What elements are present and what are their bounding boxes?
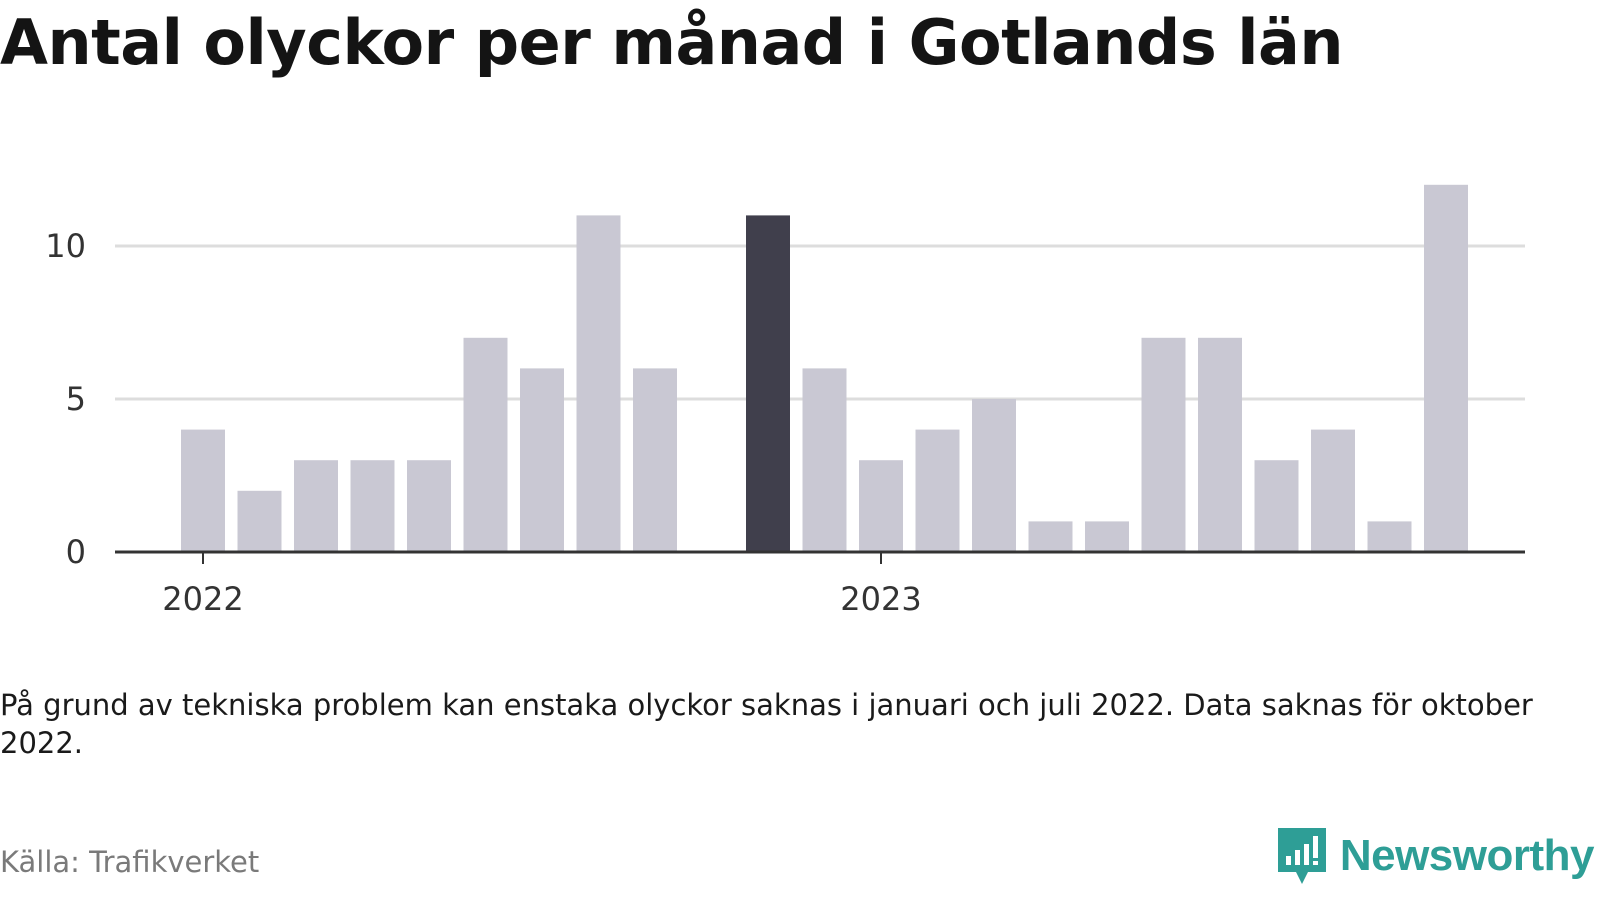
x-tick-label-2023: 2023 [840, 580, 921, 618]
bar-2023-07 [1198, 337, 1242, 552]
bar-chart: 0 5 10 2022 2023 [45, 184, 1525, 618]
newsworthy-logo-icon [1277, 828, 1326, 884]
bar-2023-05 [1085, 521, 1129, 552]
y-tick-label-5: 5 [66, 380, 86, 418]
bar-2022-01 [181, 429, 225, 552]
bar-2023-03 [972, 399, 1016, 552]
bar-2023-02 [915, 429, 960, 552]
chart-title: Antal olyckor per månad i Gotlands län [0, 6, 1344, 79]
newsworthy-logo[interactable]: Newsworthy [1274, 826, 1595, 886]
x-tick-label-2022: 2022 [162, 580, 243, 618]
bar-2022-02 [237, 490, 282, 552]
bars [181, 184, 1468, 553]
bar-2022-08 [576, 215, 621, 552]
bar-2022-11 [746, 215, 790, 552]
brand-name: Newsworthy [1339, 831, 1595, 880]
labels: 0 5 10 2022 2023 [45, 227, 1525, 618]
bar-2022-12 [802, 368, 847, 552]
bar-2022-05 [407, 460, 451, 552]
source-label: Källa: Trafikverket [0, 845, 260, 879]
bar-2022-06 [463, 337, 508, 552]
bar-2023-11 [1424, 184, 1468, 553]
chart-note: På grund av tekniska problem kan enstaka… [0, 688, 1533, 760]
bar-2023-04 [1028, 521, 1073, 552]
y-tick-label-0: 0 [66, 533, 86, 571]
bar-2023-08 [1254, 460, 1299, 552]
bar-2023-10 [1367, 521, 1412, 552]
y-tick-label-10: 10 [45, 227, 86, 265]
bar-2022-07 [520, 368, 564, 552]
bar-2022-04 [350, 460, 395, 552]
bar-2023-06 [1141, 337, 1186, 552]
bar-2022-09 [633, 368, 677, 552]
bar-2023-01 [859, 460, 903, 552]
bar-2023-09 [1311, 429, 1355, 552]
bar-2022-03 [294, 460, 338, 552]
